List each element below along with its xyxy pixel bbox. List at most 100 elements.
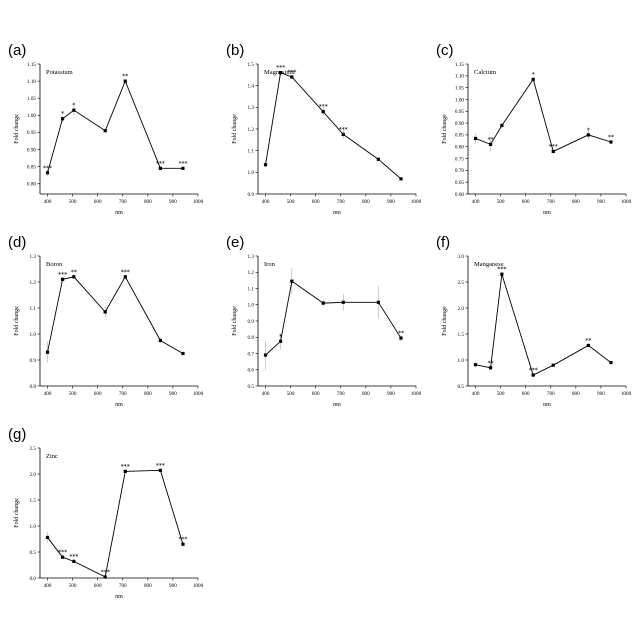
significance-label: *** bbox=[101, 569, 110, 576]
y-tick-label: 1.0 bbox=[30, 524, 37, 530]
y-tick-label: 0.5 bbox=[458, 384, 465, 390]
x-axis-label: nm bbox=[543, 210, 551, 216]
y-tick-label: 0.95 bbox=[27, 130, 36, 136]
y-tick-label: 0.9 bbox=[248, 192, 255, 198]
x-tick-label: 600 bbox=[312, 199, 320, 205]
x-tick-label: 400 bbox=[262, 199, 270, 205]
x-tick-label: 600 bbox=[312, 391, 320, 397]
significance-label: * bbox=[532, 71, 535, 78]
data-point bbox=[290, 279, 294, 283]
y-axis-label: Fold change bbox=[232, 114, 238, 144]
y-tick-label: 1.0 bbox=[248, 170, 255, 176]
y-tick-label: 0.9 bbox=[248, 319, 255, 325]
y-tick-label: 1.00 bbox=[455, 97, 464, 103]
panel-label: (e) bbox=[226, 234, 245, 251]
data-point bbox=[321, 110, 325, 114]
data-point bbox=[45, 535, 50, 540]
data-point bbox=[488, 366, 493, 370]
series-line bbox=[475, 78, 612, 153]
y-tick-label: 0.0 bbox=[30, 576, 37, 582]
x-tick-label: 600 bbox=[94, 391, 102, 397]
chart-c: 400 500 600 700 800 900 1000 0.60 0.65 0.70 0.75 0.… bbox=[442, 62, 632, 216]
x-tick-label: 900 bbox=[387, 199, 395, 205]
data-point bbox=[278, 71, 283, 75]
y-tick-label: 1.05 bbox=[27, 96, 36, 102]
y-tick-label: 1.1 bbox=[248, 286, 255, 292]
data-point bbox=[290, 75, 294, 79]
x-tick-label: 1000 bbox=[193, 391, 204, 397]
y-tick-label: 1.05 bbox=[455, 85, 464, 91]
data-point bbox=[60, 555, 65, 559]
panel-a: (a) 400 500 600 700 800 900 1000 0.80 0.85 0.90 0.… bbox=[8, 42, 208, 242]
y-tick-label: 2.5 bbox=[458, 280, 465, 286]
chart-title: Potassium bbox=[46, 69, 73, 76]
x-tick-label: 900 bbox=[169, 583, 177, 589]
x-tick-label: 900 bbox=[169, 391, 177, 397]
data-point bbox=[341, 300, 345, 304]
y-tick-label: 0.5 bbox=[30, 550, 37, 556]
chart-d: 400 500 600 700 800 900 1000 0.8 0.9 1.0 1.1 1.2 1.3… bbox=[14, 254, 204, 408]
x-tick-label: 1000 bbox=[193, 199, 204, 205]
y-tick-label: 0.90 bbox=[27, 147, 36, 153]
y-axis-label: Fold change bbox=[442, 114, 448, 144]
data-point bbox=[181, 166, 185, 170]
y-tick-label: 1.5 bbox=[458, 332, 465, 338]
chart-title: Zinc bbox=[46, 453, 58, 460]
panel-g: (g) 400 500 600 700 800 900 1000 0.0 0.5 1.0 1.5 2.… bbox=[8, 426, 208, 626]
x-tick-label: 1000 bbox=[411, 199, 422, 205]
data-point bbox=[263, 353, 268, 357]
data-point bbox=[72, 559, 76, 563]
data-point bbox=[72, 108, 76, 112]
y-tick-label: 0.75 bbox=[455, 156, 464, 162]
panel-label: (d) bbox=[8, 234, 27, 251]
chart-g: 400 500 600 700 800 900 1000 0.0 0.5 1.0 1.5 2.0 2.5… bbox=[14, 446, 204, 600]
y-tick-label: 0.70 bbox=[455, 168, 464, 174]
x-tick-label: 400 bbox=[44, 199, 52, 205]
x-axis-label: nm bbox=[333, 210, 341, 216]
y-tick-label: 0.80 bbox=[455, 145, 464, 151]
y-tick-label: 1.5 bbox=[30, 498, 37, 504]
significance-label: *** bbox=[287, 69, 296, 76]
x-tick-label: 600 bbox=[94, 199, 102, 205]
significance-label: *** bbox=[178, 160, 187, 167]
y-axis-label: Fold change bbox=[14, 498, 20, 528]
series-line bbox=[47, 79, 183, 173]
data-point bbox=[181, 542, 185, 546]
series-line bbox=[265, 72, 402, 180]
y-tick-label: 1.1 bbox=[248, 148, 255, 154]
y-tick-label: 0.9 bbox=[30, 358, 37, 364]
data-point bbox=[60, 277, 65, 281]
significance-label: *** bbox=[339, 126, 348, 133]
x-tick-label: 700 bbox=[337, 391, 345, 397]
significance-label: ** bbox=[122, 73, 128, 80]
x-tick-label: 600 bbox=[522, 199, 530, 205]
x-tick-label: 800 bbox=[144, 391, 152, 397]
x-tick-label: 600 bbox=[522, 391, 530, 397]
significance-label: * bbox=[61, 111, 64, 118]
y-tick-label: 1.2 bbox=[248, 270, 255, 276]
y-tick-label: 1.3 bbox=[30, 254, 37, 260]
data-point bbox=[103, 310, 107, 314]
significance-label: * bbox=[587, 127, 590, 134]
x-tick-label: 700 bbox=[119, 199, 127, 205]
x-tick-label: 400 bbox=[262, 391, 270, 397]
data-point bbox=[103, 575, 107, 579]
y-tick-label: 1.2 bbox=[30, 280, 37, 286]
x-tick-label: 700 bbox=[547, 391, 555, 397]
data-point bbox=[181, 351, 185, 356]
significance-label: *** bbox=[58, 549, 67, 556]
data-point bbox=[551, 149, 555, 154]
y-tick-label: 1.15 bbox=[27, 62, 36, 68]
y-tick-label: 1.3 bbox=[248, 254, 255, 260]
data-point bbox=[473, 136, 478, 141]
data-point bbox=[531, 77, 535, 81]
x-axis-label: nm bbox=[333, 402, 341, 408]
significance-label: *** bbox=[178, 536, 187, 543]
data-point bbox=[263, 163, 268, 167]
significance-label: *** bbox=[549, 143, 558, 150]
data-point bbox=[103, 129, 107, 133]
data-point bbox=[278, 339, 283, 343]
panel-label: (b) bbox=[226, 42, 245, 59]
chart-title: Iron bbox=[264, 261, 276, 268]
data-point bbox=[551, 363, 555, 367]
